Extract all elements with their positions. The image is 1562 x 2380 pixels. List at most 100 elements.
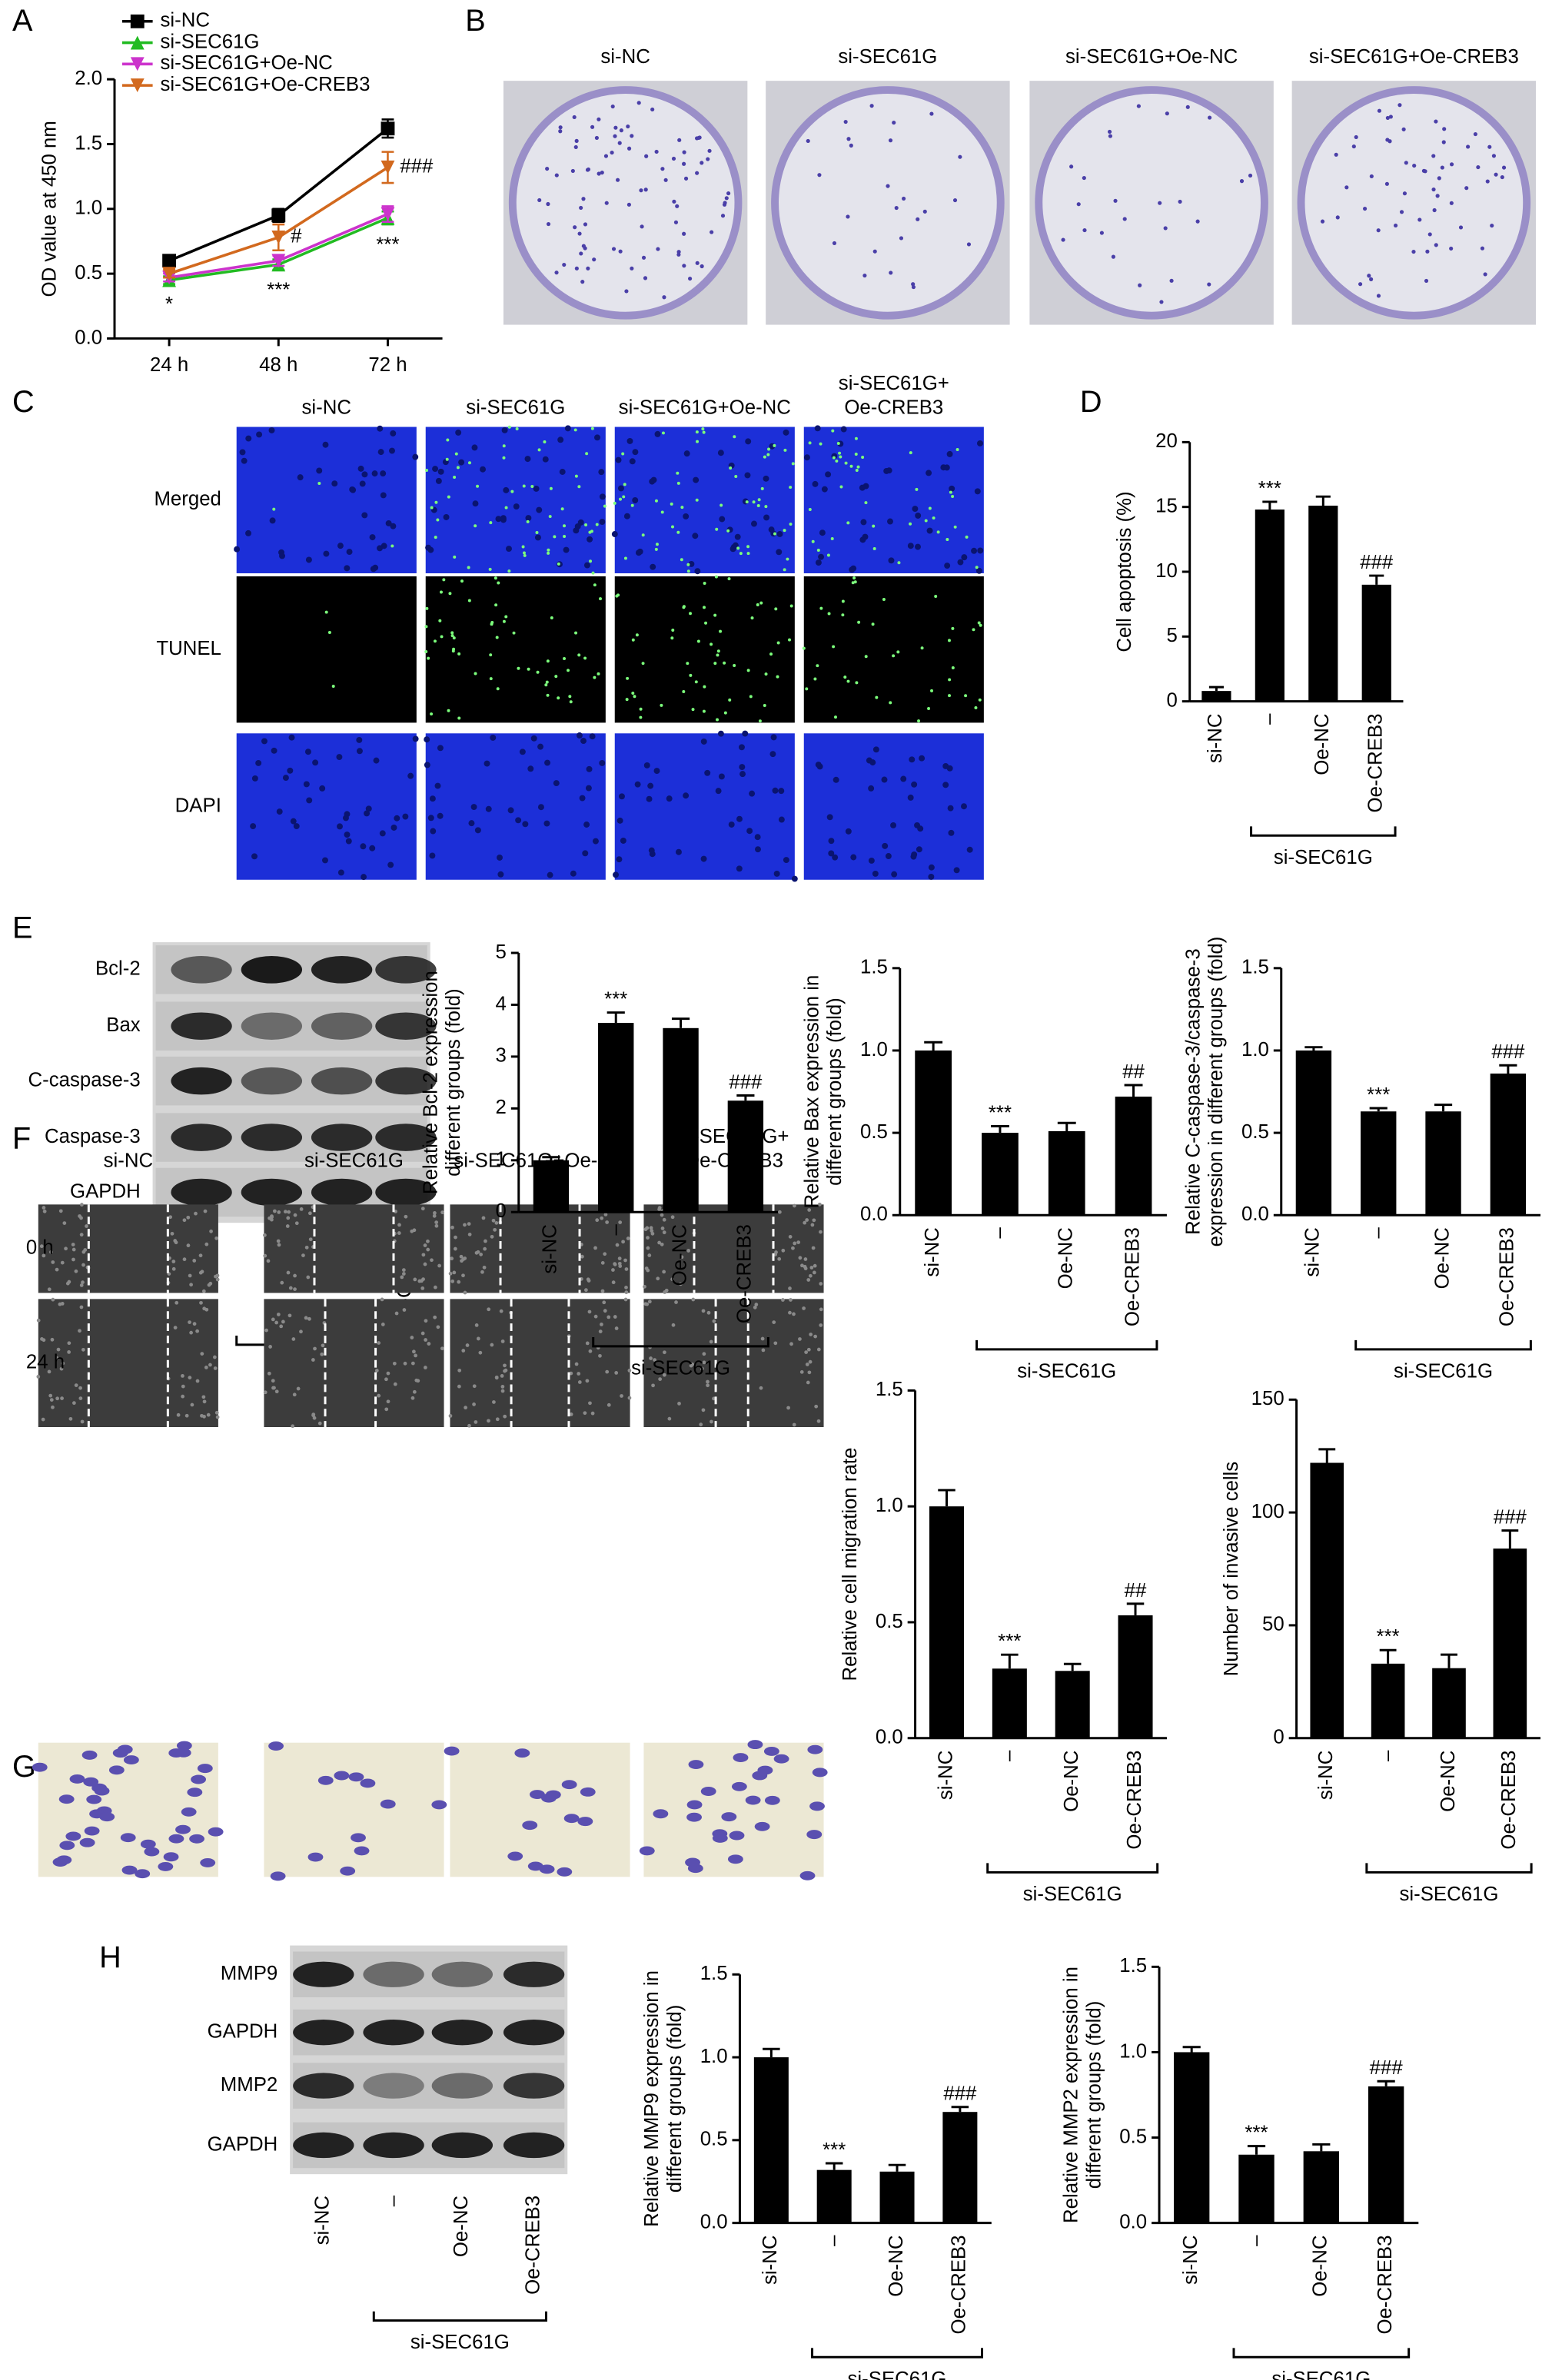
column-label: si-SEC61G+Oe-NC (1065, 46, 1238, 68)
bar (1115, 1096, 1152, 1216)
speck (656, 1276, 660, 1281)
speck (421, 1253, 426, 1257)
speck (773, 443, 776, 447)
speck (626, 676, 630, 680)
speck (390, 544, 394, 548)
cell (807, 1744, 823, 1754)
speck (713, 613, 717, 617)
speck (503, 1368, 508, 1373)
fluorescence-image (236, 576, 417, 723)
speck (756, 602, 759, 606)
y-tick-label: 1.5 (1119, 1955, 1147, 1977)
error-bar (1441, 1653, 1457, 1668)
colony (573, 144, 578, 150)
x-tick-label: – (823, 2235, 844, 2246)
speck (662, 1230, 666, 1235)
speck (549, 486, 553, 490)
speck (264, 1328, 268, 1333)
speck (680, 558, 683, 562)
colony (619, 128, 623, 133)
speck (412, 453, 419, 460)
speck (763, 514, 770, 521)
speck (616, 856, 623, 863)
error-bar (1057, 1121, 1076, 1131)
speck (643, 1284, 646, 1289)
speck (819, 529, 826, 536)
speck (67, 1350, 71, 1354)
speck (437, 468, 444, 475)
colony (1388, 139, 1392, 144)
speck (323, 550, 330, 557)
speck (272, 1209, 277, 1213)
cell (340, 1866, 356, 1876)
speck (928, 506, 932, 510)
speck (691, 1297, 696, 1302)
y-axis-label: different groups (fold) (443, 988, 464, 1177)
group-label: si-SEC61G (1400, 1884, 1499, 1905)
speck (819, 1307, 823, 1312)
speck (307, 1316, 311, 1321)
speck (78, 1386, 82, 1390)
speck (605, 1220, 609, 1224)
blot-band (375, 1178, 437, 1207)
fluorescence-image (425, 427, 606, 573)
blot-band (171, 956, 232, 984)
speck (819, 1323, 823, 1327)
colony (545, 166, 550, 171)
speck (643, 1227, 648, 1232)
colony (662, 295, 666, 300)
cell (731, 1781, 747, 1791)
speck (716, 718, 720, 722)
y-tick-label: 20 (1155, 430, 1178, 452)
colony (806, 138, 810, 144)
y-tick-label: 0 (1273, 1727, 1284, 1748)
x-tick-label: si-NC (1315, 1751, 1337, 1800)
colony (1384, 181, 1389, 186)
speck (71, 1257, 75, 1262)
colony (892, 120, 896, 125)
speck (694, 568, 701, 575)
speck (646, 795, 653, 802)
lane-label: si-NC (312, 2196, 334, 2245)
speck (277, 1243, 281, 1247)
colony (1424, 278, 1429, 284)
speck (208, 1363, 212, 1367)
speck (975, 566, 979, 569)
speck (680, 506, 684, 510)
speck (621, 452, 625, 456)
cell (514, 1748, 530, 1758)
speck (41, 1417, 45, 1422)
colony (922, 209, 927, 214)
significance: *** (267, 280, 290, 301)
bar (992, 1668, 1027, 1738)
speck (373, 757, 380, 764)
blot-row-label: GAPDH (208, 2020, 278, 2042)
colony (600, 171, 604, 175)
error-bar (1499, 1064, 1517, 1074)
speck (442, 578, 446, 582)
colony (929, 111, 934, 116)
speck (587, 536, 593, 543)
speck (579, 795, 586, 802)
speck (611, 1280, 616, 1285)
blot-band (375, 1124, 437, 1151)
significance: ### (1360, 552, 1394, 573)
speck (577, 485, 581, 489)
speck (306, 797, 313, 804)
speck (434, 1220, 439, 1224)
y-tick-label: 150 (1251, 1388, 1284, 1409)
speck (703, 606, 706, 609)
speck (781, 1298, 785, 1302)
speck (286, 1216, 291, 1220)
speck (846, 521, 850, 525)
speck (600, 1216, 604, 1220)
speck (474, 1420, 478, 1424)
speck (704, 621, 708, 625)
colony (1412, 164, 1417, 168)
cell (747, 1740, 763, 1750)
speck (49, 1250, 53, 1254)
colony (1485, 179, 1490, 184)
speck (930, 689, 934, 692)
speck (487, 1307, 491, 1312)
colony (888, 138, 893, 143)
